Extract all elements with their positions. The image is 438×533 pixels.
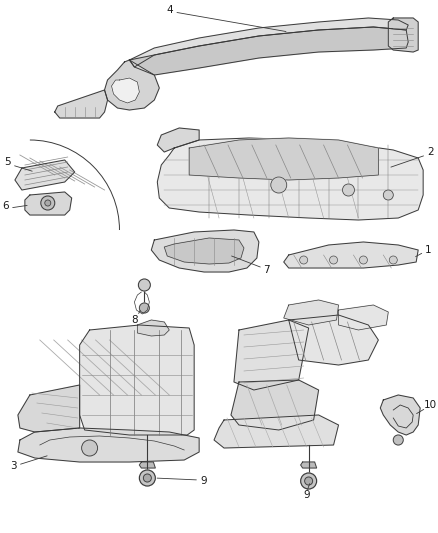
Text: 5: 5	[5, 157, 11, 167]
Circle shape	[300, 256, 307, 264]
Circle shape	[360, 256, 367, 264]
Circle shape	[393, 435, 403, 445]
Polygon shape	[157, 138, 423, 220]
Polygon shape	[284, 300, 339, 325]
Polygon shape	[289, 315, 378, 365]
Circle shape	[45, 200, 51, 206]
Circle shape	[300, 473, 317, 489]
Polygon shape	[55, 90, 107, 118]
Text: 2: 2	[427, 147, 434, 157]
Polygon shape	[164, 238, 244, 264]
Polygon shape	[105, 60, 159, 110]
Circle shape	[329, 256, 338, 264]
Text: 1: 1	[425, 245, 431, 255]
Text: 8: 8	[131, 315, 138, 325]
Text: 4: 4	[166, 5, 173, 15]
Polygon shape	[214, 415, 339, 448]
Polygon shape	[80, 325, 194, 435]
Circle shape	[305, 477, 313, 485]
Polygon shape	[380, 395, 420, 435]
Polygon shape	[138, 320, 169, 336]
Polygon shape	[234, 320, 309, 390]
Circle shape	[81, 440, 98, 456]
Polygon shape	[139, 462, 155, 468]
Polygon shape	[15, 160, 74, 190]
Polygon shape	[18, 428, 199, 462]
Circle shape	[143, 474, 152, 482]
Circle shape	[271, 177, 287, 193]
Circle shape	[41, 196, 55, 210]
Text: 9: 9	[304, 490, 310, 500]
Circle shape	[139, 303, 149, 313]
Text: 3: 3	[11, 461, 17, 471]
Text: 10: 10	[424, 400, 437, 410]
Polygon shape	[130, 27, 408, 75]
Polygon shape	[18, 385, 80, 432]
Polygon shape	[231, 380, 318, 430]
Circle shape	[389, 256, 397, 264]
Text: 9: 9	[201, 476, 208, 486]
Circle shape	[139, 470, 155, 486]
Polygon shape	[152, 230, 259, 272]
Polygon shape	[300, 462, 317, 468]
Circle shape	[343, 184, 354, 196]
Circle shape	[138, 279, 150, 291]
Polygon shape	[112, 78, 139, 103]
Polygon shape	[339, 305, 389, 330]
Polygon shape	[157, 128, 199, 152]
Text: 7: 7	[264, 265, 270, 275]
Circle shape	[383, 190, 393, 200]
Polygon shape	[389, 18, 418, 52]
Polygon shape	[130, 18, 408, 67]
Polygon shape	[189, 138, 378, 180]
Polygon shape	[25, 192, 72, 215]
Polygon shape	[284, 242, 418, 268]
Text: 6: 6	[3, 201, 9, 211]
